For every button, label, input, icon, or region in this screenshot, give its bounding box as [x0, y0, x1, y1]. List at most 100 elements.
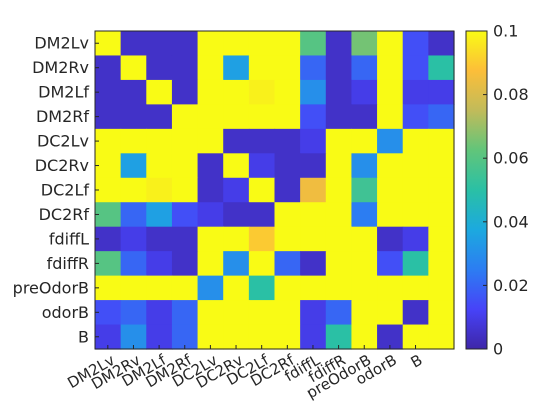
heatmap-cell — [428, 104, 455, 130]
y-tick-label: DC2Lv — [37, 132, 89, 151]
heatmap-cell — [171, 226, 199, 252]
heatmap-cell — [351, 31, 378, 57]
y-tick-label: DM2Rf — [36, 107, 89, 126]
heatmap-cell — [95, 226, 122, 252]
heatmap-cell — [351, 202, 378, 228]
heatmap-cell — [428, 275, 455, 301]
heatmap-cell — [300, 31, 327, 57]
heatmap-cell — [223, 31, 250, 57]
heatmap-cell — [300, 300, 327, 326]
heatmap-cell — [351, 177, 378, 203]
heatmap-cell — [402, 31, 429, 57]
heatmap-cell — [146, 275, 173, 301]
y-tick-label: B — [78, 327, 89, 346]
heatmap-cell — [402, 275, 429, 301]
heatmap-cell — [223, 55, 250, 81]
heatmap-cell — [171, 275, 199, 301]
heatmap-cell — [120, 31, 147, 57]
heatmap-cell — [377, 31, 404, 57]
colorbar-tick-label: 0.02 — [493, 276, 529, 295]
heatmap-cell — [377, 153, 404, 179]
heatmap-cells — [95, 31, 455, 350]
heatmap-cell — [197, 300, 224, 326]
heatmap-cell — [120, 177, 147, 203]
heatmap-cell — [197, 275, 224, 301]
y-tick-label: DC2Rv — [35, 156, 89, 175]
heatmap-cell — [325, 226, 353, 252]
heatmap-cell — [120, 226, 147, 252]
heatmap-cell — [95, 177, 122, 203]
heatmap-cell — [248, 300, 276, 326]
heatmap-cell — [402, 226, 429, 252]
heatmap-cell — [351, 226, 378, 252]
heatmap-cell — [402, 55, 429, 81]
heatmap-cell — [120, 79, 147, 105]
heatmap-cell — [120, 251, 147, 277]
heatmap-cell — [171, 300, 199, 326]
heatmap-cell — [325, 300, 353, 326]
heatmap-cell — [95, 79, 122, 105]
heatmap-cell — [428, 128, 455, 154]
y-tick-label: DC2Rf — [39, 205, 90, 224]
heatmap-cell — [95, 202, 122, 228]
heatmap-cell — [171, 153, 199, 179]
heatmap-cell — [146, 202, 173, 228]
heatmap-cell — [248, 226, 276, 252]
heatmap-cell — [428, 202, 455, 228]
heatmap-cell — [274, 31, 301, 57]
heatmap-cell — [274, 300, 301, 326]
heatmap-cell — [146, 251, 173, 277]
heatmap-cell — [377, 300, 404, 326]
y-tick-label: DM2Rv — [32, 58, 89, 77]
heatmap-cell — [428, 79, 455, 105]
heatmap-cell — [171, 79, 199, 105]
x-tick-labels: DM2LvDM2RvDM2LfDM2RfDC2LvDC2RvDC2LfDC2Rf… — [64, 345, 426, 402]
heatmap-cell — [274, 153, 301, 179]
heatmap-cell — [146, 177, 173, 203]
heatmap-cell — [351, 128, 378, 154]
heatmap-cell — [274, 202, 301, 228]
heatmap-cell — [377, 275, 404, 301]
heatmap-cell — [300, 79, 327, 105]
heatmap-cell — [428, 31, 455, 57]
heatmap-cell — [274, 226, 301, 252]
heatmap-cell — [120, 202, 147, 228]
heatmap-cell — [171, 251, 199, 277]
heatmap-cell — [274, 177, 301, 203]
colorbar-tick-label: 0.04 — [493, 212, 529, 231]
heatmap-cell — [377, 55, 404, 81]
heatmap-cell — [248, 79, 276, 105]
heatmap-cell — [197, 153, 224, 179]
heatmap-cell — [197, 31, 224, 57]
heatmap-cell — [377, 177, 404, 203]
heatmap-cell — [248, 153, 276, 179]
heatmap-cell — [248, 104, 276, 130]
y-tick-label: DM2Lf — [38, 83, 89, 102]
heatmap-cell — [300, 104, 327, 130]
heatmap-cell — [197, 177, 224, 203]
heatmap-cell — [325, 104, 353, 130]
heatmap-cell — [351, 251, 378, 277]
colorbar-tick-label: 0 — [493, 340, 503, 359]
heatmap-cell — [146, 31, 173, 57]
heatmap-cell — [300, 251, 327, 277]
x-tick-label: B — [408, 351, 426, 372]
heatmap-cell — [325, 31, 353, 57]
heatmap-cell — [146, 128, 173, 154]
heatmap-cell — [377, 104, 404, 130]
heatmap-cell — [146, 104, 173, 130]
heatmap-cell — [325, 202, 353, 228]
heatmap-cell — [146, 55, 173, 81]
heatmap-cell — [120, 300, 147, 326]
colorbar-tick-label: 0.08 — [493, 85, 529, 104]
heatmap-cell — [377, 202, 404, 228]
heatmap-cell — [428, 251, 455, 277]
y-tick-label: DM2Lv — [34, 34, 89, 53]
colorbar-tick-label: 0.06 — [493, 149, 529, 168]
heatmap-cell — [300, 202, 327, 228]
heatmap-cell — [248, 251, 276, 277]
heatmap-cell — [351, 275, 378, 301]
heatmap-cell — [95, 55, 122, 81]
heatmap-cell — [248, 202, 276, 228]
